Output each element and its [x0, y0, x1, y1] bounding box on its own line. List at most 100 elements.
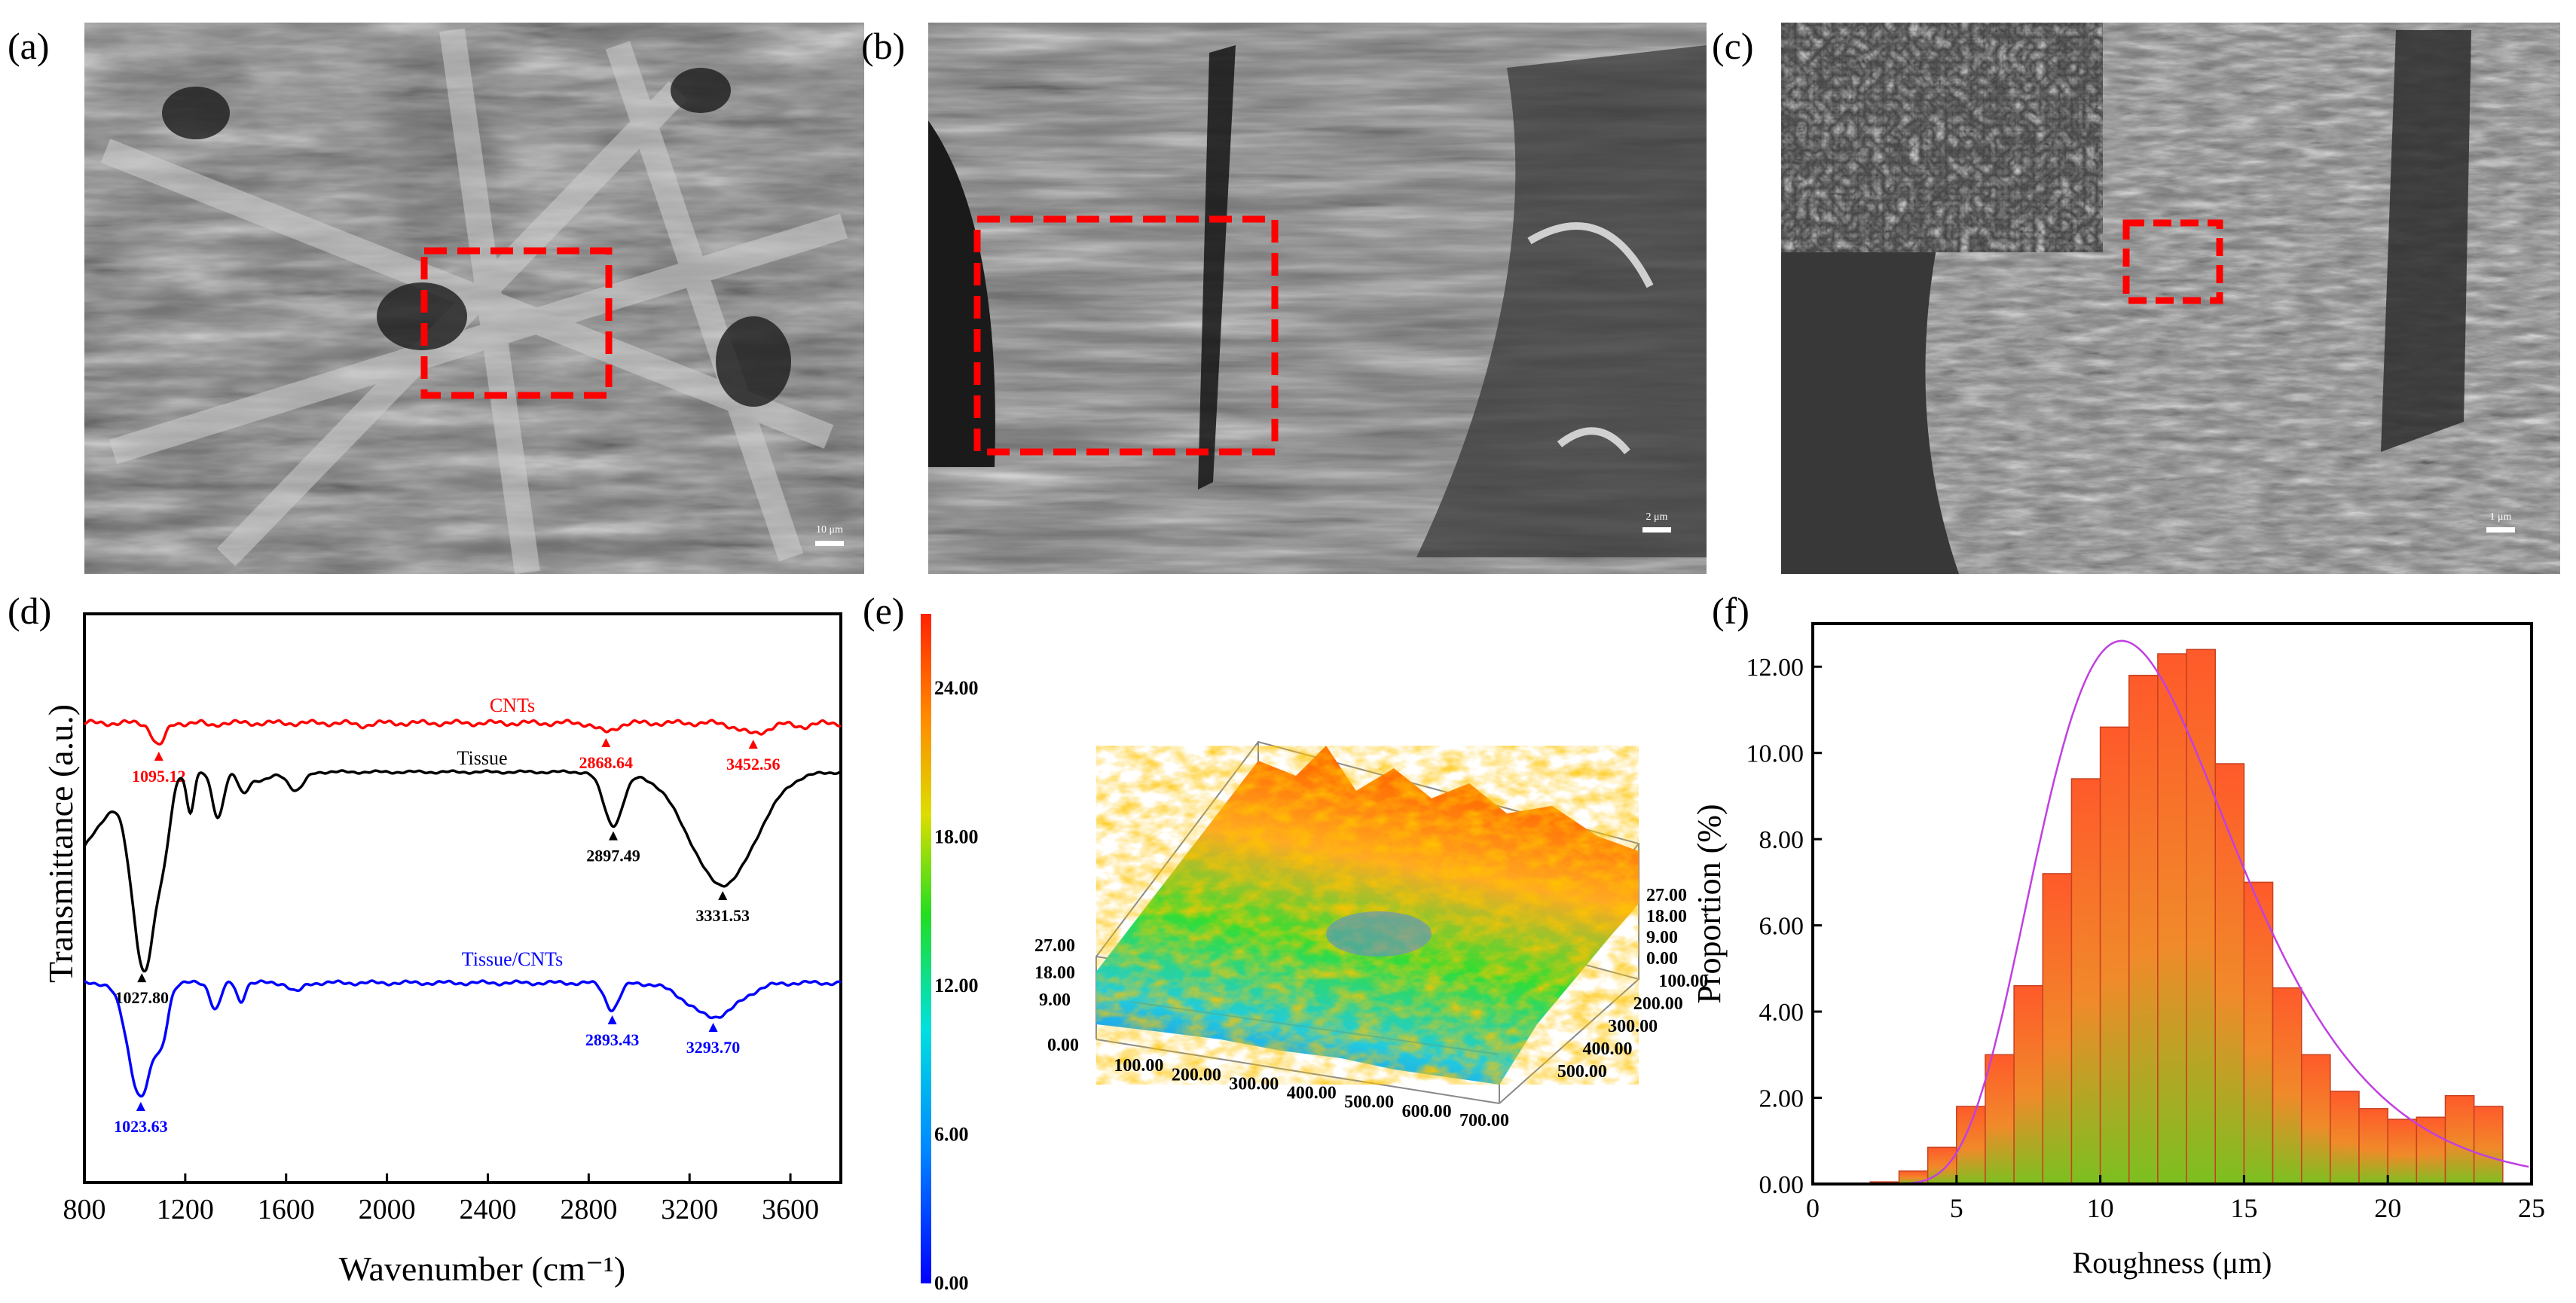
histogram-bar	[2214, 763, 2245, 1185]
x-axis-tick-label-e: 700.00	[1459, 1111, 1509, 1131]
histogram-bar	[2186, 648, 2216, 1185]
colorbar-ticks: 0.00 6.00 12.00 18.00 24.00	[934, 677, 979, 1294]
x-tick-label-d: 3600	[762, 1194, 819, 1225]
x-axis-ticks-f: 0 5 10 15 20 25	[1806, 1175, 2545, 1223]
histogram-bar	[2300, 1054, 2331, 1185]
y-axis-tick-label-e: 400.00	[1582, 1039, 1632, 1059]
y-axis-tick-label-e: 100.00	[1658, 972, 1708, 991]
zoom-box-c	[2122, 219, 2223, 304]
plot-frame-d	[83, 612, 842, 1184]
colorbar-tick-label: 0.00	[934, 1272, 969, 1294]
x-tick-label-d: 800	[63, 1194, 106, 1225]
x-axis-tick-label-e: 400.00	[1287, 1084, 1337, 1103]
scale-bar-a: 10 μm	[815, 524, 844, 546]
colorbar-tick-label: 6.00	[934, 1123, 969, 1145]
z-axis-tick-label-left: 18.00	[1034, 963, 1075, 983]
peak-label: 3293.70	[686, 1038, 741, 1057]
svg-text:2 μm: 2 μm	[1646, 511, 1668, 523]
histogram-bar	[2243, 881, 2274, 1185]
y-tick-label-f: 8.00	[1759, 826, 1804, 854]
panel-a: (a) 10 μm	[8, 23, 864, 575]
sem-image-b	[928, 23, 1707, 574]
panel-e-label: (e)	[863, 590, 905, 632]
peak-marker	[136, 1102, 145, 1112]
x-axis-tick-label-e: 100.00	[1114, 1056, 1163, 1076]
x-tick-label-f: 0	[1806, 1193, 1820, 1223]
histogram-bar	[2330, 1091, 2360, 1185]
y-axis-label-f: Proportion (%)	[1691, 804, 1728, 1003]
peak-label: 3331.53	[695, 906, 750, 925]
series-line-tissue-cnts	[84, 979, 842, 1098]
panel-b: (b) 2 μm	[861, 23, 1707, 574]
peak-label: 1023.63	[114, 1117, 168, 1136]
histogram-bar	[2272, 987, 2303, 1185]
z-axis-tick-label-right: 9.00	[1646, 928, 1678, 947]
panel-b-label: (b)	[861, 25, 905, 67]
y-axis-tick-label-e: 500.00	[1557, 1062, 1607, 1082]
peak-marker	[607, 1015, 617, 1025]
z-axis-tick-label-left: 27.00	[1034, 936, 1075, 956]
histogram-bar	[2444, 1094, 2475, 1185]
sem-inset-c	[1781, 23, 2103, 252]
histogram-bar	[2416, 1116, 2446, 1185]
x-axis-tick-label-e: 500.00	[1344, 1093, 1394, 1112]
fit-curve	[1827, 639, 2529, 1186]
panel-f: (f) 0 5 10 15 20 25 0.00 2.00 4.00 6.00 8.00 10.00…	[1691, 590, 2545, 1280]
colorbar-tick-label: 12.00	[934, 975, 979, 996]
peak-label: 1027.80	[115, 988, 169, 1007]
svg-text:1 μm: 1 μm	[2490, 511, 2512, 523]
peak-marker	[601, 738, 611, 747]
y-tick-label-f: 6.00	[1759, 913, 1804, 941]
y-axis-tick-label-e: 200.00	[1633, 994, 1683, 1014]
y-tick-label-f: 4.00	[1759, 999, 1804, 1027]
y-tick-label-f: 0.00	[1759, 1171, 1804, 1199]
x-tick-label-d: 2800	[560, 1194, 617, 1225]
x-tick-label-d: 1200	[157, 1194, 214, 1225]
panel-e: (e) 0.00 6.00 12.00 18.00 24.00 100.00 200.00…	[863, 590, 1708, 1294]
y-tick-label-f: 2.00	[1759, 1085, 1804, 1113]
x-axis-tick-label-e: 300.00	[1229, 1074, 1279, 1094]
origin-label-e: 0.00	[1047, 1036, 1079, 1055]
panel-c: (c) 1 μm	[1712, 23, 2560, 574]
histogram-bar	[2157, 653, 2187, 1185]
z-axis-tick-label-right: 0.00	[1646, 949, 1678, 969]
peak-label: 2897.49	[586, 847, 640, 865]
histogram-bar	[2070, 778, 2101, 1185]
svg-text:10 μm: 10 μm	[816, 524, 843, 536]
histogram-bar	[2387, 1118, 2418, 1185]
zoom-box-a	[420, 247, 613, 399]
histogram-bar	[2358, 1108, 2388, 1185]
histogram-bar	[2099, 726, 2130, 1185]
histogram-bar	[1985, 1054, 2015, 1185]
scale-bar-b: 2 μm	[1642, 511, 1671, 532]
x-tick-label-d: 2400	[459, 1194, 516, 1225]
sem-image-c	[1781, 23, 2560, 574]
x-axis-label-f: Roughness (μm)	[2073, 1246, 2272, 1280]
peak-label: 2868.64	[579, 753, 634, 772]
x-tick-label-d: 1600	[258, 1194, 315, 1225]
series-name-label: Tissue/CNTs	[462, 948, 564, 970]
panel-c-label: (c)	[1712, 25, 1754, 67]
surface-plot	[1095, 740, 1639, 1104]
series-line-tissue	[83, 769, 842, 973]
histogram-bar	[2042, 873, 2073, 1185]
histogram-bar	[2013, 984, 2044, 1185]
peak-marker	[154, 752, 163, 761]
histogram-bar	[2128, 674, 2159, 1185]
y-axis-label-d: Transmittance (a.u.)	[41, 704, 80, 983]
peak-marker	[718, 891, 728, 900]
x-axis-ticks-d: 800 1200 1600 2000 2400 2800 3200 3600	[63, 1173, 819, 1225]
z-axis-tick-label-right: 18.00	[1646, 907, 1687, 926]
x-axis-tick-label-e: 600.00	[1402, 1102, 1452, 1121]
x-tick-label-d: 3200	[661, 1194, 718, 1225]
y-axis-tick-label-e: 300.00	[1608, 1017, 1658, 1036]
surface-axis-ticks: 100.00 200.00 300.00 400.00 500.00 600.00 700.…	[1034, 886, 1708, 1131]
series-line-cnts	[84, 719, 842, 746]
y-axis-ticks-f: 0.00 2.00 4.00 6.00 8.00 10.00 12.00	[1746, 654, 1822, 1199]
x-tick-label-f: 15	[2230, 1193, 2257, 1223]
peak-marker	[748, 740, 758, 749]
y-tick-label-f: 12.00	[1746, 654, 1804, 682]
colorbar	[921, 614, 931, 1283]
x-tick-label-f: 25	[2518, 1193, 2545, 1223]
